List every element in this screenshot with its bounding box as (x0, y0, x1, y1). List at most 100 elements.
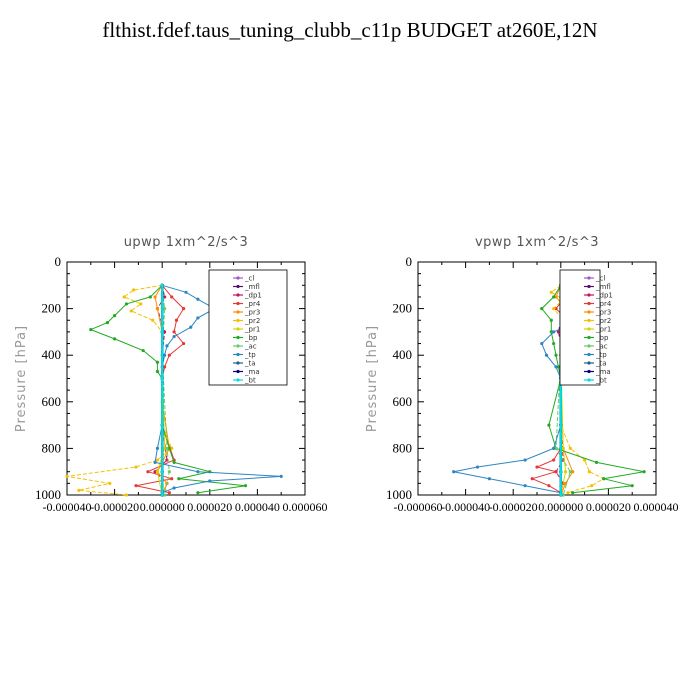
series-point-bp (552, 341, 556, 346)
x-tick-label: 0.000020 (187, 500, 232, 514)
series-point-bp (141, 348, 145, 353)
series-point-bt (160, 470, 164, 474)
panel-title: upwp 1xm^2/s^3 (124, 235, 249, 250)
series-point-bp (552, 295, 556, 299)
series-point-bp (177, 477, 181, 481)
y-tick-label: 800 (393, 440, 413, 455)
legend-marker (587, 318, 591, 323)
legend-marker (587, 327, 591, 331)
legend-marker (236, 361, 240, 365)
series-point-pr2 (170, 446, 174, 450)
series-point-pr2 (122, 295, 126, 299)
series-point-bt (559, 493, 563, 497)
series-point-tp (189, 325, 193, 329)
series-point-tp (540, 341, 544, 346)
series-point-tp (196, 316, 200, 320)
plot-frame (417, 261, 657, 496)
legend-label: _mfl (244, 283, 260, 291)
legend-label: _ac (244, 343, 257, 351)
legend-marker (236, 335, 240, 340)
x-tick-label: -0.000020 (489, 500, 538, 514)
y-tick-label: 800 (42, 440, 62, 455)
y-tick-label: 0 (406, 254, 413, 269)
series-point-bp (554, 353, 558, 357)
series-point-bp (155, 369, 160, 374)
x-tick-label: 0.000000 (140, 500, 185, 514)
legend-marker (236, 301, 240, 306)
series-point-pr4 (170, 295, 174, 299)
series-point-bt (160, 330, 164, 334)
y-tick-label: 600 (393, 394, 413, 409)
series-point-pr2 (132, 288, 136, 292)
series-point-pr4 (530, 477, 534, 481)
series-point-pr4 (170, 477, 174, 481)
legend-label: _tp (595, 351, 607, 359)
series-point-ac (162, 307, 167, 311)
legend: _cl_mfl_dp1_pr4_pr3_pr2_pr1_bp_ac_tp_ta_… (208, 269, 288, 386)
series-point-bp (155, 360, 160, 364)
legend-marker (587, 284, 591, 289)
series-point-ac (167, 470, 171, 474)
series-point-pr2 (65, 474, 69, 478)
legend: _cl_mfl_dp1_pr4_pr3_pr2_pr1_bp_ac_tp_ta_… (559, 269, 613, 386)
x-tick-label: -0.000060 (394, 500, 443, 514)
legend-label: _pr2 (244, 317, 260, 325)
series-point-bt (160, 423, 164, 427)
series-point-pr4 (167, 491, 171, 495)
series-point-pr2 (587, 470, 591, 474)
legend-label: _bp (244, 334, 258, 342)
series-point-tp (475, 465, 480, 469)
legend-label: _cl (244, 275, 254, 283)
y-tick-label: 200 (393, 301, 413, 316)
legend-label: _mfl (595, 283, 611, 291)
legend-marker (587, 352, 591, 357)
legend-label: _ac (595, 343, 608, 351)
series-point-pr4 (554, 470, 558, 474)
legend-marker (236, 369, 240, 374)
legend-marker (236, 344, 240, 348)
legend-marker (236, 327, 240, 331)
legend-label: _tp (244, 351, 256, 359)
legend-label: _dp1 (595, 292, 613, 300)
series-point-ac (561, 493, 565, 497)
legend-marker (236, 352, 240, 357)
legend-label: _pr3 (244, 309, 260, 317)
legend-label: _pr3 (595, 309, 611, 317)
series-point-pr2 (124, 493, 129, 497)
legend-label: _cl (595, 275, 605, 283)
series-point-bp (172, 460, 176, 464)
legend-label: _ma (595, 368, 611, 376)
y-tick-label: 0 (55, 254, 62, 269)
series-point-pr3 (554, 295, 558, 299)
series-point-bp (124, 302, 129, 306)
series-point-pr4 (167, 353, 171, 357)
legend-label: _bt (244, 377, 256, 385)
legend-label: _pr1 (595, 326, 611, 334)
series-point-bp (167, 446, 171, 450)
series-point-ac (568, 470, 572, 474)
series-point-tp (452, 470, 456, 474)
series-point-pr4 (174, 318, 179, 322)
y-tick-label: 1000 (35, 487, 61, 502)
series-point-bp (196, 491, 200, 495)
series-point-pr2 (134, 465, 138, 469)
series-point-dp1 (556, 330, 561, 334)
legend-marker (236, 284, 240, 289)
y-tick-label: 1000 (386, 487, 412, 502)
series-point-ac (162, 493, 167, 497)
chart-panel-1: upwp 1xm^2/s^3 Pressure [hPa] 0 200 400 600 80… (14, 235, 328, 514)
series-point-tp (208, 479, 212, 483)
series-point-pr2 (129, 309, 133, 313)
panel-title: vpwp 1xm^2/s^3 (475, 235, 599, 250)
series-point-pr4 (134, 484, 138, 488)
series-point-bt (160, 376, 164, 381)
legend-marker (236, 276, 240, 280)
series-point-tp (184, 290, 188, 294)
series-point-tp (155, 446, 160, 450)
legend-marker (587, 361, 591, 365)
series-point-pr2 (139, 302, 143, 306)
series-point-bp (594, 460, 599, 464)
series-point-tp (544, 353, 549, 357)
series-point-pr1 (561, 446, 565, 450)
